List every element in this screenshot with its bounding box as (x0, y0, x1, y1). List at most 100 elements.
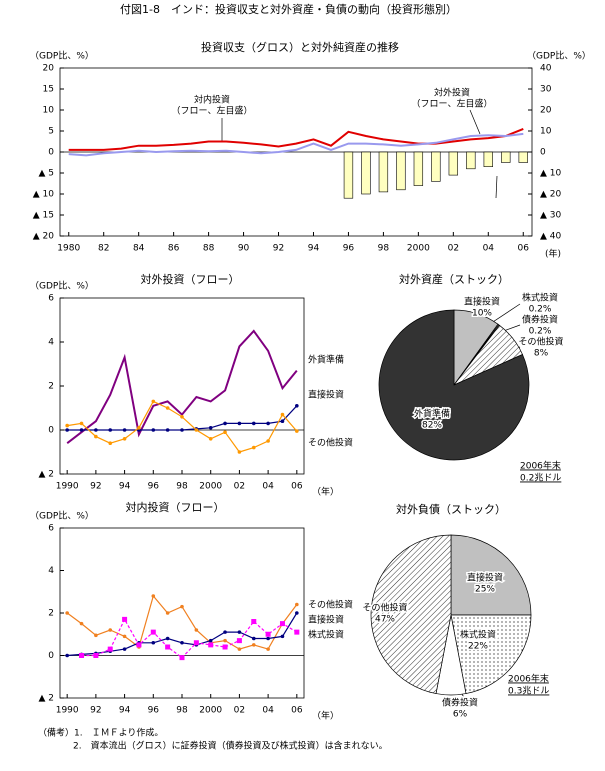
x-tick-label: 94 (119, 482, 131, 492)
x-tick-label: 1990 (56, 482, 79, 492)
x-tick-label: 1980 (57, 244, 80, 254)
slice-value: 6% (453, 710, 468, 720)
series-annotation: （フロー、左目盛） (172, 105, 253, 117)
bar (483, 151, 493, 167)
y-tick-label: ▲ 2 (38, 694, 54, 704)
y-tick-label: 0 (48, 426, 54, 436)
y-axis-label: （GDP比、%） (30, 50, 94, 62)
marker (251, 636, 256, 641)
y-tick-label: 5 (48, 127, 54, 137)
slice-value: 22% (468, 642, 488, 652)
marker (165, 611, 170, 615)
y-tick-label: ▲ 20 (33, 232, 55, 242)
marker (65, 611, 69, 615)
marker (208, 642, 214, 648)
series-label: 対外投資 (434, 87, 470, 99)
y-tick-label: ▲ 10 (33, 190, 55, 200)
slice-label: 直接投資 (464, 296, 500, 308)
y-tick-label: 4 (48, 338, 54, 348)
marker (295, 429, 299, 433)
chart-title: 対外投資（フロー） (141, 272, 240, 286)
y-axis-label: （GDP比、%） (30, 280, 94, 292)
marker (165, 406, 170, 410)
y2-tick-label: ▲ 20 (540, 190, 562, 200)
x-tick-label: 84 (133, 244, 145, 254)
marker (294, 629, 300, 635)
marker (94, 633, 98, 638)
x-tick-label: 98 (176, 706, 188, 716)
marker (180, 415, 184, 419)
marker (222, 644, 228, 650)
slice-value: 82% (422, 421, 442, 431)
marker (122, 616, 128, 622)
slice-label: 株式投資 (460, 629, 496, 641)
marker (208, 638, 213, 643)
marker (165, 428, 170, 432)
y-tick-label: 4 (48, 566, 54, 576)
pie-note: 0.3兆ドル (508, 686, 549, 697)
slice-value: 10% (472, 309, 492, 319)
x-tick-label: 06 (518, 244, 530, 254)
pie-note: 2006年末 (508, 673, 549, 685)
y-tick-label: ▲ 15 (33, 211, 54, 221)
slice-value: 0.2% (529, 327, 552, 337)
x-tick-label: 2000 (199, 482, 222, 492)
x-tick-label: 96 (148, 706, 160, 716)
marker (108, 428, 113, 432)
marker (237, 647, 242, 651)
series-line (66, 329, 298, 444)
marker (223, 421, 227, 426)
marker (150, 629, 156, 635)
marker (194, 628, 199, 632)
marker (251, 643, 256, 647)
y-tick-label: 0 (48, 651, 54, 661)
series-label: 対内投資 (194, 94, 230, 106)
marker (237, 450, 242, 454)
marker (79, 421, 84, 426)
slice-label: その他投資 (518, 336, 563, 348)
pie-slice (450, 534, 532, 616)
chart-title: 対外負債（ストック） (396, 502, 506, 516)
marker (280, 634, 285, 639)
x-tick-label: 02 (448, 244, 459, 254)
marker (180, 604, 184, 609)
marker (107, 646, 113, 652)
marker (108, 441, 113, 446)
series-label: その他投資 (308, 437, 353, 449)
y2-tick-label: 10 (540, 127, 552, 137)
x-tick-label: 04 (262, 706, 274, 716)
marker (237, 630, 242, 634)
y-tick-label: 6 (48, 524, 54, 534)
marker (236, 638, 242, 644)
chart-title: 投資収支（グロス）と対外純資産の推移 (201, 40, 399, 54)
series-line (68, 127, 524, 151)
y2-tick-label: ▲ 30 (540, 211, 562, 221)
series-label: その他投資 (308, 599, 353, 611)
pie-slice (450, 614, 532, 694)
x-tick-label: 88 (203, 244, 215, 254)
marker (251, 619, 257, 624)
x-tick-label: 98 (176, 482, 188, 492)
marker (108, 628, 113, 632)
bar (343, 151, 354, 199)
marker (194, 428, 199, 432)
y2-tick-label: 20 (540, 106, 552, 116)
y2-tick-label: 40 (540, 64, 552, 74)
x-tick-label: 06 (291, 706, 303, 716)
marker (122, 634, 127, 639)
y2-tick-label: 30 (540, 85, 552, 95)
marker (165, 636, 170, 641)
figure-title: 付図1-8 インド：投資収支と対外資産・負債の動向（投資形態別） (120, 2, 457, 16)
chart-title: 対外資産（ストック） (399, 272, 509, 286)
marker (79, 653, 85, 658)
pie-note: 0.2兆ドル (520, 473, 561, 484)
marker (208, 426, 213, 430)
x-tick-label: 04 (262, 482, 274, 492)
y-axis-label: （GDP比、%） (30, 510, 94, 522)
y-tick-label: 0 (48, 148, 54, 158)
note: （備考）1. ＩＭＦより作成。 (38, 727, 163, 739)
bar (431, 151, 441, 182)
bar (501, 151, 511, 163)
series-line (67, 612, 298, 657)
